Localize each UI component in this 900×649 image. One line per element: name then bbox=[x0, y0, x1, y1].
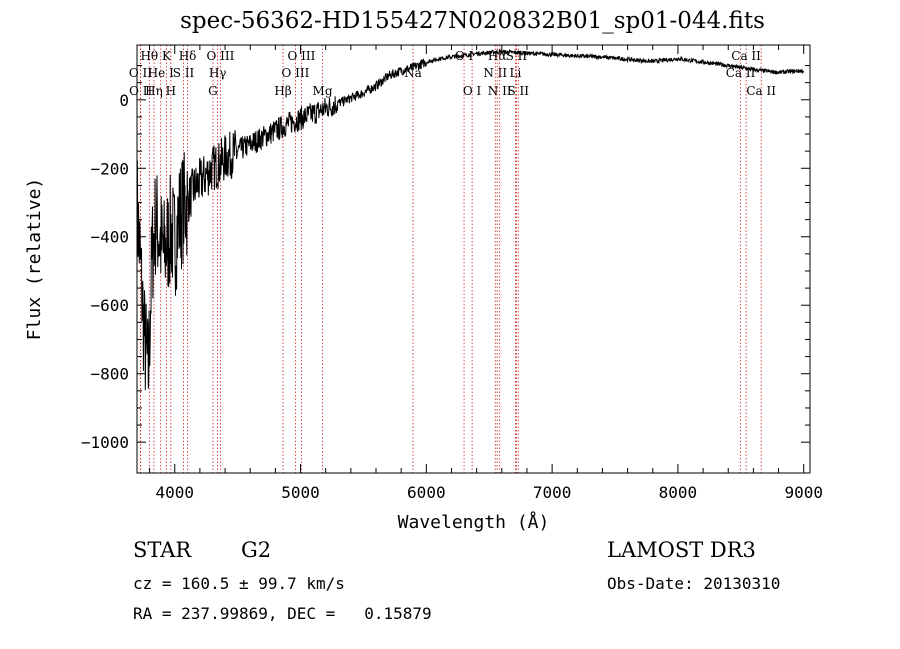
line-label-11: O III bbox=[206, 49, 234, 63]
x-tick-label: 6000 bbox=[407, 483, 446, 502]
chart-title: spec-56362-HD155427N020832B01_sp01-044.f… bbox=[180, 8, 765, 34]
line-label-8: Hδ bbox=[179, 49, 197, 63]
line-label-26: Ca II bbox=[731, 49, 761, 63]
object-class: STAR bbox=[133, 538, 192, 562]
survey-label: LAMOST DR3 bbox=[607, 538, 756, 562]
x-tick-label: 5000 bbox=[281, 483, 320, 502]
y-tick-label: −1000 bbox=[81, 433, 129, 452]
y-tick-label: −800 bbox=[90, 365, 129, 384]
line-label-2: Hθ bbox=[140, 49, 158, 63]
line-label-7: S II bbox=[173, 66, 195, 80]
line-label-27: Ca II bbox=[746, 84, 776, 98]
obs-date: Obs-Date: 20130310 bbox=[607, 574, 781, 593]
line-label-14: O III bbox=[287, 49, 315, 63]
y-tick-label: −400 bbox=[90, 228, 129, 247]
axes-layer: 4000 5000 6000 7000 8000 9000 0 −200 −400 −600 −80… bbox=[24, 44, 823, 533]
y-tick-label: −600 bbox=[90, 296, 129, 315]
x-axis-label: Wavelength (Å) bbox=[398, 511, 550, 533]
line-label-22: Li bbox=[509, 66, 521, 80]
y-tick-label: 0 bbox=[119, 91, 129, 110]
x-tick-label: 9000 bbox=[784, 483, 823, 502]
line-label-21: N II bbox=[488, 84, 512, 98]
y-tick-label: −200 bbox=[90, 159, 129, 178]
line-label-19: N II bbox=[483, 66, 507, 80]
line-label-23: S II bbox=[506, 49, 528, 63]
line-label-17: O I bbox=[455, 49, 474, 63]
object-subclass: G2 bbox=[241, 538, 272, 562]
line-label-4: He I bbox=[148, 66, 174, 80]
line-label-10: Hγ bbox=[209, 66, 227, 80]
line-label-12: Hβ bbox=[274, 84, 291, 98]
line-label-18: O I bbox=[463, 84, 482, 98]
line-label-3: Hη bbox=[145, 84, 163, 98]
spectrum-line bbox=[136, 48, 804, 391]
line-label-5: K bbox=[162, 49, 172, 63]
line-label-15: Mg bbox=[313, 84, 333, 98]
redshift-info: cz = 160.5 ± 99.7 km/s bbox=[133, 574, 345, 593]
line-label-6: H bbox=[166, 84, 176, 98]
line-label-24: S II bbox=[508, 84, 530, 98]
plot-frame bbox=[136, 44, 811, 474]
plot-layer bbox=[136, 48, 804, 391]
line-label-1: O II bbox=[129, 84, 152, 98]
line-label-9: G bbox=[208, 84, 218, 98]
x-tick-label: 4000 bbox=[155, 483, 194, 502]
line-label-13: O III bbox=[281, 66, 309, 80]
coordinates: RA = 237.99869, DEC = 0.15879 bbox=[133, 604, 432, 623]
x-tick-label: 8000 bbox=[659, 483, 698, 502]
y-axis-label: Flux (relative) bbox=[24, 178, 45, 341]
x-tick-label: 7000 bbox=[533, 483, 572, 502]
